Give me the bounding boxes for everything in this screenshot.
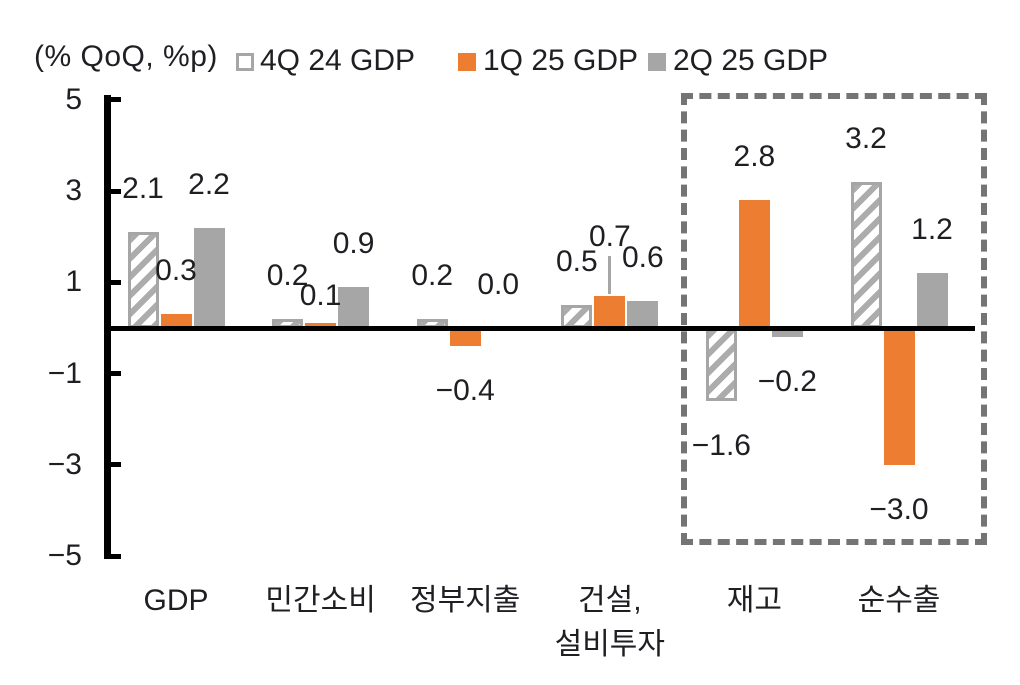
- bar-label: 3.2: [845, 121, 887, 155]
- bar: [627, 300, 659, 328]
- bar-label: 2.2: [188, 167, 230, 201]
- y-axis-tick-label: −3: [47, 447, 82, 481]
- bar: [916, 273, 948, 328]
- bar-label: 0.5: [555, 245, 598, 279]
- category-label: 민간소비: [265, 584, 376, 617]
- bar-label: −0.2: [757, 365, 817, 399]
- bar: [127, 232, 159, 328]
- bar-label: 1.2: [911, 213, 953, 247]
- bar: [338, 286, 370, 328]
- category-label: 정부지출: [409, 584, 521, 617]
- bar-label: 0.1: [299, 279, 342, 313]
- legend-label-2q25: 2Q 25 GDP: [673, 44, 829, 77]
- bar: [160, 314, 192, 328]
- y-axis-tick: [104, 462, 121, 468]
- bar: [771, 328, 803, 338]
- bar-label: 0.2: [266, 258, 309, 292]
- bar-label: 0.7: [588, 220, 631, 254]
- y-axis-tick: [104, 371, 121, 377]
- category-label: GDP: [143, 584, 209, 617]
- bar: [705, 328, 737, 402]
- legend-label-4q24: 4Q 24 GDP: [260, 44, 416, 77]
- y-axis-tick-label: 3: [65, 174, 82, 208]
- bar-label: 0.2: [411, 258, 454, 292]
- category-label: 재고: [726, 584, 782, 617]
- y-axis-tick-label: 5: [65, 82, 82, 116]
- bar-label: −0.4: [435, 374, 495, 408]
- bar: [883, 328, 915, 465]
- legend-label-1q25: 1Q 25 GDP: [483, 44, 639, 77]
- legend-swatch-hatched-icon: [236, 53, 254, 71]
- y-axis-tick-label: −5: [47, 539, 82, 573]
- y-axis-tick: [104, 553, 121, 559]
- leader-line: [608, 256, 612, 295]
- bar: [449, 328, 481, 347]
- bar-label: 0.3: [155, 254, 197, 288]
- zero-line: [104, 325, 975, 331]
- bar-label: −3.0: [869, 492, 929, 526]
- bar: [850, 181, 882, 328]
- category-label: 설비투자: [554, 628, 665, 661]
- bar-label: 2.1: [122, 172, 164, 206]
- y-axis-tick: [104, 279, 121, 285]
- bar: [193, 227, 225, 328]
- axis-unit-label: (% QoQ, %p): [34, 40, 218, 73]
- y-axis-tick: [104, 188, 121, 194]
- category-label: 건설,: [578, 584, 642, 617]
- bar-label: 0.6: [621, 240, 664, 274]
- bar: [738, 200, 770, 328]
- y-axis-tick-label: −1: [47, 356, 82, 390]
- y-axis-tick-label: 1: [65, 265, 82, 299]
- bar-label: 0.9: [332, 226, 375, 260]
- bar: [594, 296, 626, 328]
- bar-label: 2.8: [733, 140, 776, 174]
- bar-label: −1.6: [691, 429, 751, 463]
- legend-swatch-orange-icon: [458, 53, 476, 71]
- category-label: 순수출: [857, 584, 941, 617]
- y-axis-tick: [104, 97, 121, 103]
- legend-swatch-gray-icon: [648, 53, 666, 71]
- bar-label: 0.0: [477, 268, 520, 301]
- highlight-box: [681, 93, 987, 545]
